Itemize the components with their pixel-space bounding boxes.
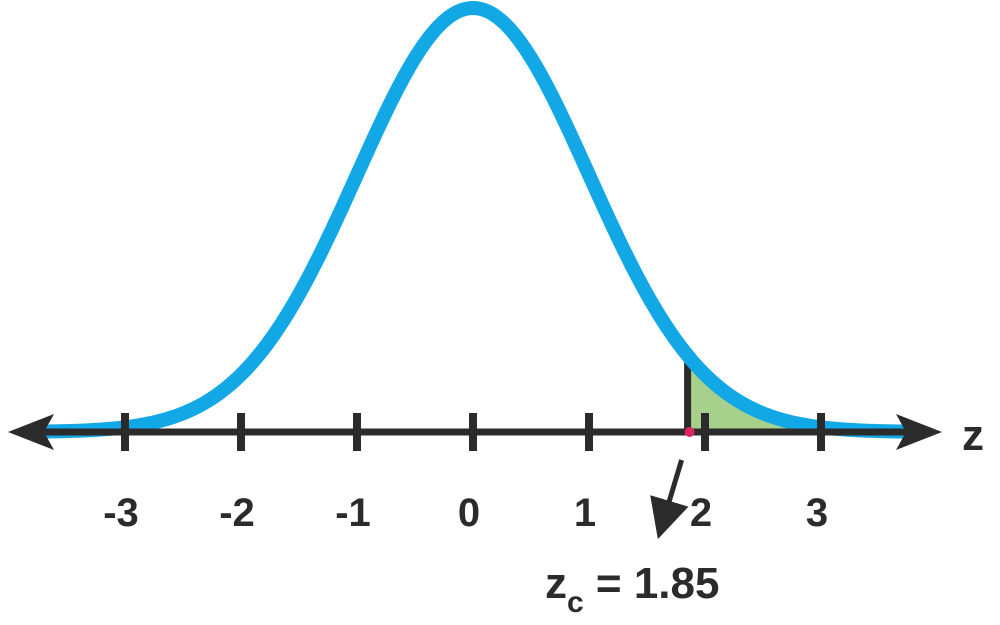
- critical-value-label: zc = 1.85: [545, 559, 719, 619]
- axis-tick-label: -2: [219, 491, 255, 535]
- axis-tick-label: 2: [690, 491, 712, 535]
- axis-tick-label: 3: [806, 491, 828, 535]
- axis-tick-label: -3: [103, 491, 139, 535]
- tail-area: [687, 355, 903, 432]
- critical-value-symbol: z: [545, 559, 567, 608]
- axis-ticks: [121, 413, 825, 451]
- density-curve: [36, 1, 910, 439]
- axis-tick-label: 1: [574, 491, 596, 535]
- critical-value-pointer: [650, 459, 689, 540]
- axis-tick-label: -1: [335, 491, 371, 535]
- axis-arrow-left: [8, 414, 54, 450]
- critical-value-text: = 1.85: [584, 559, 720, 608]
- critical-value-subscript: c: [567, 586, 584, 619]
- axis-arrow-right: [896, 414, 942, 450]
- critical-value-marker: [684, 427, 695, 437]
- axis-tick-labels: -3 -2 -1 0 1 2 3: [103, 491, 828, 535]
- axis-label-z: z: [962, 411, 984, 460]
- axis-tick-label: 0: [458, 491, 480, 535]
